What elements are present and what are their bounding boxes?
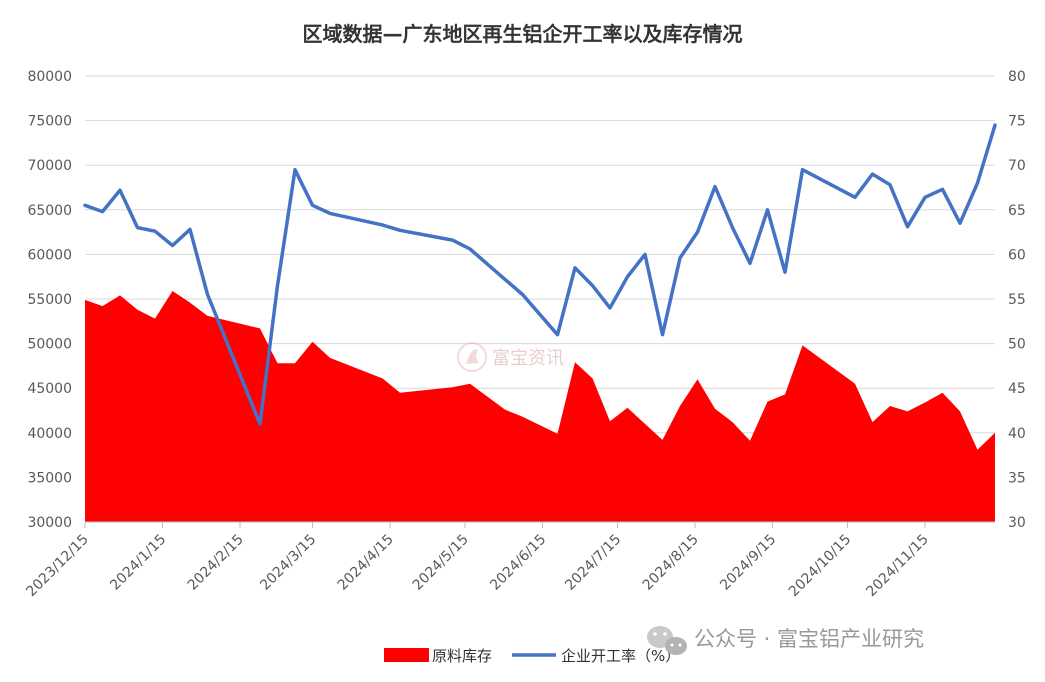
- legend-label-inventory: 原料库存: [432, 647, 492, 665]
- legend-label-rate: 企业开工率（%）: [561, 647, 680, 665]
- y-right-tick-label: 35: [1008, 470, 1026, 486]
- x-tick-label: 2024/10/15: [786, 532, 854, 600]
- x-tick-label: 2024/1/15: [107, 532, 169, 594]
- y-right-tick-label: 75: [1008, 114, 1026, 130]
- y-left-tick-label: 50000: [27, 337, 72, 353]
- x-tick-label: 2024/11/15: [863, 532, 931, 600]
- wechat-icon: [647, 626, 687, 655]
- footer-watermark-text: 公众号 · 富宝铝产业研究: [694, 627, 924, 651]
- x-tick-label: 2023/12/15: [23, 532, 91, 600]
- rate-line-layer: [83, 123, 997, 426]
- y-left-tick-label: 70000: [27, 158, 72, 174]
- inventory-area-layer: [85, 291, 995, 522]
- y-right-tick-label: 80: [1008, 69, 1026, 85]
- y-right-tick-label: 40: [1008, 426, 1026, 442]
- axes: [84, 521, 995, 528]
- y-right-tick-label: 60: [1008, 247, 1026, 263]
- x-tick-label: 2024/8/15: [640, 532, 702, 594]
- y-left-tick-label: 75000: [27, 114, 72, 130]
- center-watermark-text: 富宝资讯: [492, 348, 564, 369]
- y-left-tick-label: 60000: [27, 247, 72, 263]
- y-left-tick-label: 35000: [27, 470, 72, 486]
- y-left-tick-label: 80000: [27, 69, 72, 85]
- y-right-tick-label: 45: [1008, 381, 1026, 397]
- y-right-tick-label: 50: [1008, 337, 1026, 353]
- x-tick-label: 2024/3/15: [257, 532, 319, 594]
- y-left-tick-label: 55000: [27, 292, 72, 308]
- y-left-tick-label: 40000: [27, 426, 72, 442]
- footer-watermark: 公众号 · 富宝铝产业研究: [647, 626, 924, 655]
- legend: 原料库存 企业开工率（%）: [384, 647, 680, 665]
- x-tick-label: 2024/9/15: [717, 532, 779, 594]
- y-left-tick-label: 30000: [27, 515, 72, 531]
- x-tick-label: 2024/7/15: [562, 532, 624, 594]
- y-right-tick-label: 70: [1008, 158, 1026, 174]
- x-tick-label: 2024/6/15: [487, 532, 549, 594]
- legend-swatch-inventory: [384, 648, 429, 662]
- y-left-tick-label: 45000: [27, 381, 72, 397]
- inventory-area: [85, 291, 995, 522]
- y-left-tick-label: 65000: [27, 203, 72, 219]
- y-right-tick-label: 55: [1008, 292, 1026, 308]
- x-tick-label: 2024/2/15: [185, 532, 247, 594]
- y-right-tick-label: 30: [1008, 515, 1026, 531]
- y-right-tick-label: 65: [1008, 203, 1026, 219]
- center-watermark: 富宝资讯: [457, 342, 564, 372]
- x-tick-label: 2024/4/15: [335, 532, 397, 594]
- x-tick-label: 2024/5/15: [410, 532, 472, 594]
- rate-line: [83, 123, 997, 426]
- fubao-logo-icon: [457, 342, 487, 372]
- chart-title: 区域数据—广东地区再生铝企开工率以及库存情况: [302, 22, 743, 46]
